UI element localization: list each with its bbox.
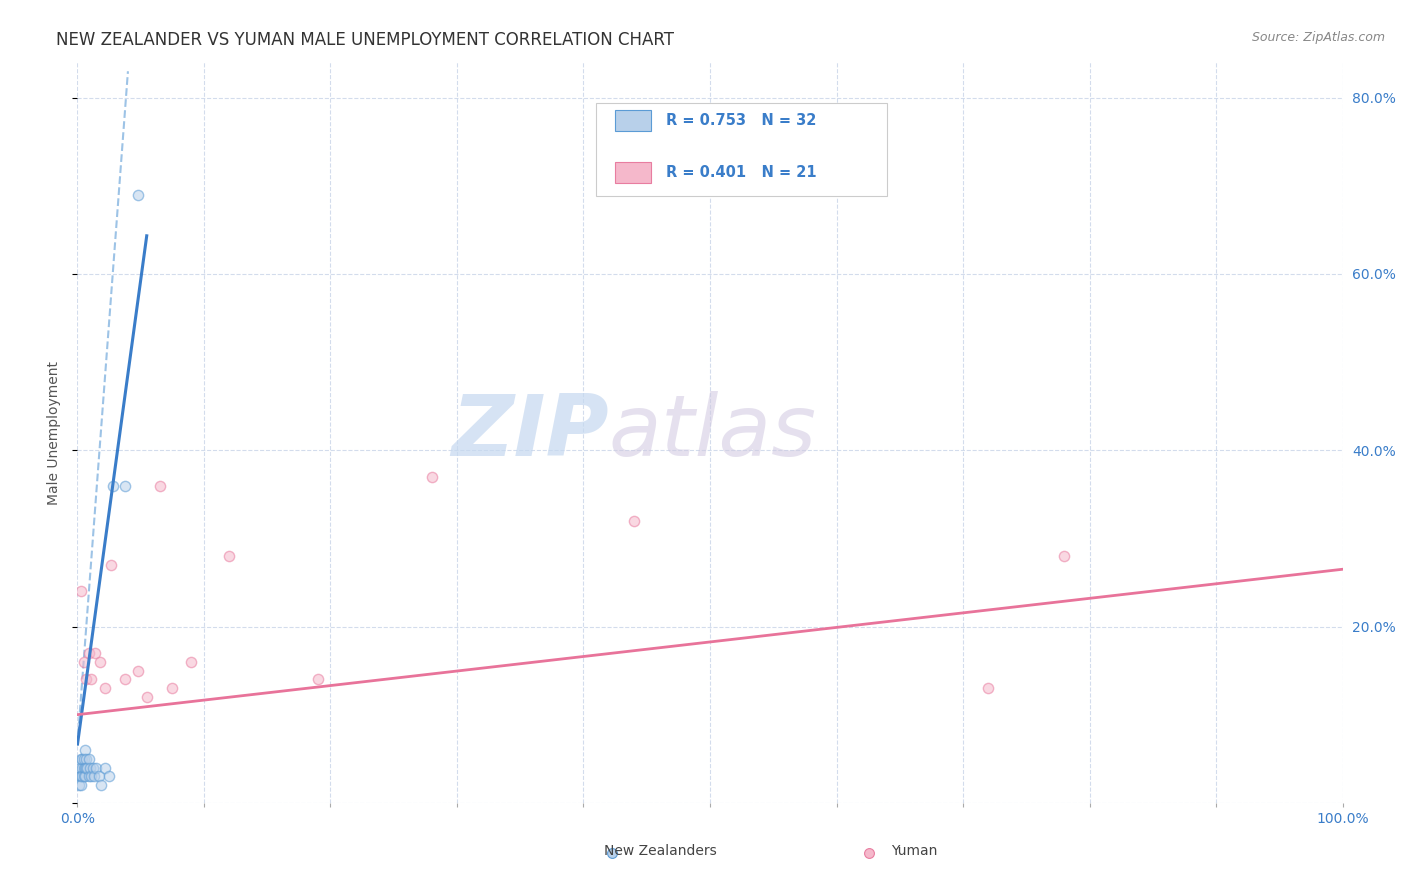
Point — [977, 681, 1000, 696]
Point — [127, 664, 149, 678]
Text: NEW ZEALANDER VS YUMAN MALE UNEMPLOYMENT CORRELATION CHART: NEW ZEALANDER VS YUMAN MALE UNEMPLOYMENT… — [56, 31, 675, 49]
FancyBboxPatch shape — [596, 103, 887, 195]
Point — [77, 646, 100, 660]
Point — [73, 769, 96, 783]
Point — [114, 478, 136, 492]
Text: atlas: atlas — [609, 391, 817, 475]
Point — [73, 769, 96, 783]
Point — [80, 769, 103, 783]
Point — [127, 187, 149, 202]
Point — [67, 778, 90, 792]
Point — [180, 655, 202, 669]
Point — [76, 760, 98, 774]
Point — [600, 846, 623, 860]
Point — [94, 760, 117, 774]
Point — [162, 681, 183, 696]
Point — [420, 469, 443, 483]
Point — [75, 760, 97, 774]
Point — [72, 760, 94, 774]
Point — [98, 769, 120, 783]
Point — [73, 760, 96, 774]
Point — [82, 760, 104, 774]
Point — [79, 760, 101, 774]
Point — [87, 769, 110, 783]
Y-axis label: Male Unemployment: Male Unemployment — [48, 360, 62, 505]
Point — [70, 584, 93, 599]
Point — [1053, 549, 1076, 563]
Point — [77, 752, 100, 766]
Point — [136, 690, 159, 704]
Point — [89, 655, 111, 669]
Text: R = 0.753   N = 32: R = 0.753 N = 32 — [666, 112, 815, 128]
Point — [80, 673, 103, 687]
Point — [218, 549, 240, 563]
Point — [100, 558, 122, 572]
FancyBboxPatch shape — [616, 162, 651, 183]
Point — [623, 514, 645, 528]
Point — [307, 673, 329, 687]
Point — [75, 752, 97, 766]
Point — [70, 752, 93, 766]
Point — [69, 760, 91, 774]
Point — [114, 673, 136, 687]
Text: Yuman: Yuman — [891, 844, 936, 858]
Point — [73, 752, 96, 766]
Point — [73, 760, 96, 774]
Point — [72, 769, 94, 783]
Point — [90, 778, 112, 792]
Point — [86, 760, 108, 774]
Point — [69, 769, 91, 783]
Point — [72, 752, 94, 766]
Text: R = 0.401   N = 21: R = 0.401 N = 21 — [666, 165, 817, 180]
Text: ZIP: ZIP — [451, 391, 609, 475]
Text: Source: ZipAtlas.com: Source: ZipAtlas.com — [1251, 31, 1385, 45]
FancyBboxPatch shape — [616, 110, 651, 130]
Point — [75, 673, 97, 687]
Point — [73, 743, 96, 757]
Point — [94, 681, 117, 696]
Point — [70, 769, 93, 783]
Point — [83, 769, 105, 783]
Point — [101, 478, 124, 492]
Point — [77, 769, 100, 783]
Text: New Zealanders: New Zealanders — [605, 844, 717, 858]
Point — [858, 846, 880, 860]
Point — [73, 655, 96, 669]
Point — [149, 478, 172, 492]
Point — [84, 646, 107, 660]
Point — [70, 778, 93, 792]
